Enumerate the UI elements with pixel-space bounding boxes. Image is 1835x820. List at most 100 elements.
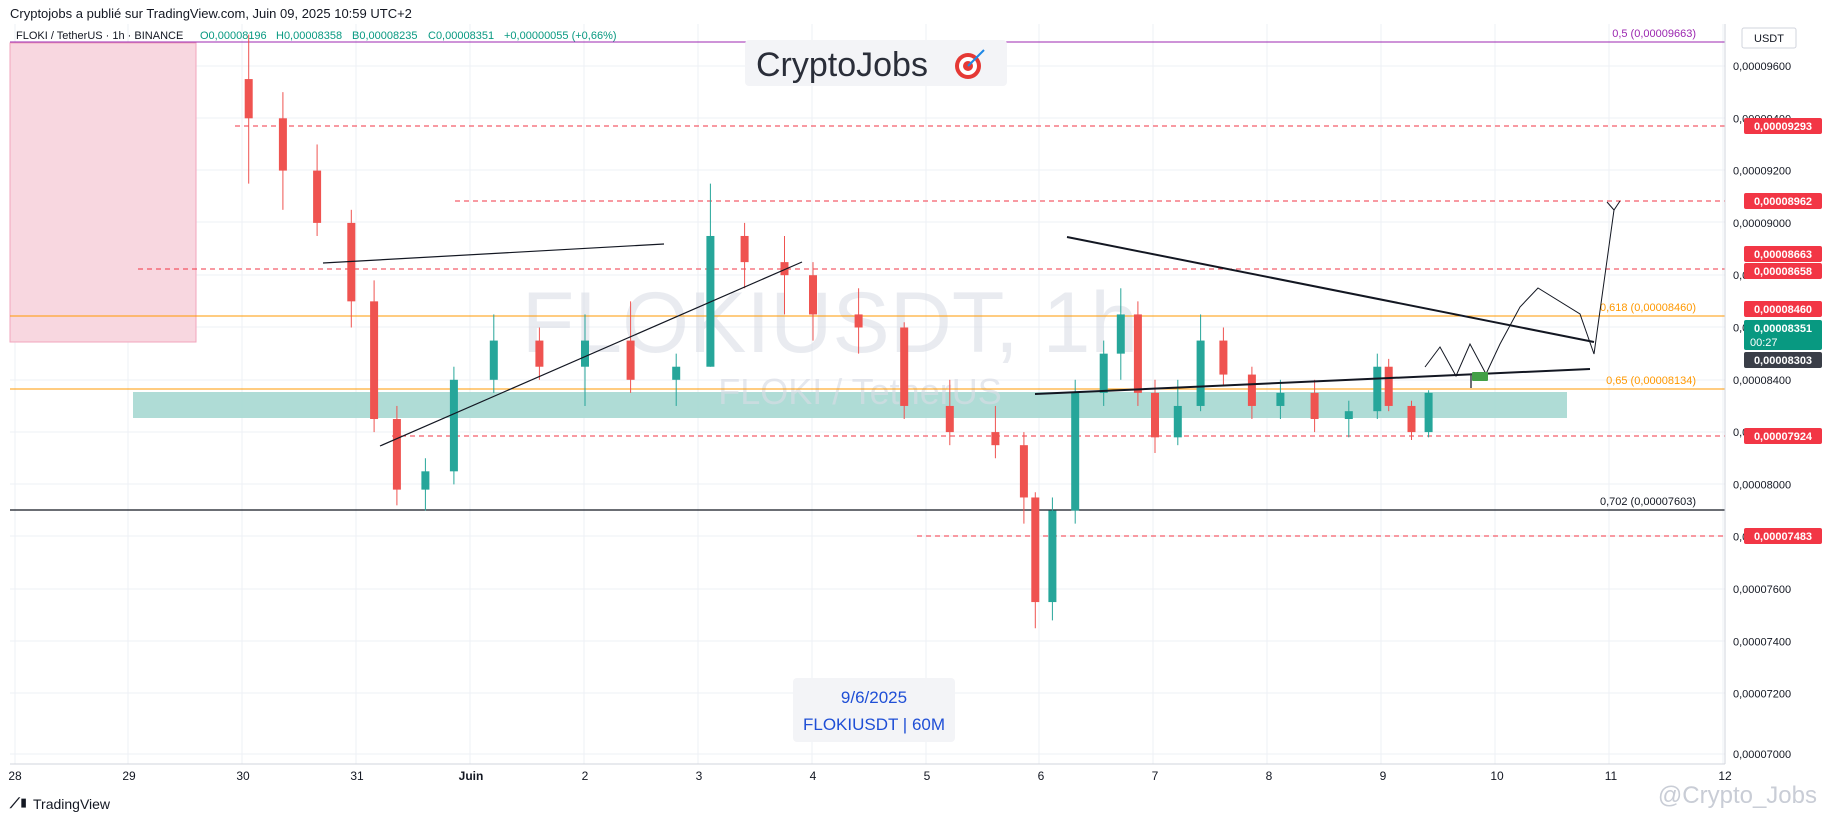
time-axis[interactable]: 28 29 30 31 Juin 2 3 4 5 6 7 8 9 10 11 12 bbox=[8, 769, 1732, 783]
candle[interactable] bbox=[809, 262, 817, 341]
candle[interactable] bbox=[370, 280, 379, 433]
legend-close: C0,00008351 bbox=[428, 30, 494, 42]
candle[interactable] bbox=[1407, 400, 1416, 440]
candle-body bbox=[1344, 411, 1353, 420]
candle[interactable] bbox=[626, 301, 635, 393]
tag-timer: 00:27 bbox=[1750, 337, 1778, 349]
candle[interactable] bbox=[854, 288, 863, 354]
candle[interactable] bbox=[1373, 353, 1382, 420]
candle-body bbox=[1031, 497, 1040, 603]
candle[interactable] bbox=[1031, 492, 1040, 629]
candle-body bbox=[900, 327, 909, 406]
candle[interactable] bbox=[278, 92, 287, 210]
flag-marker[interactable] bbox=[1470, 372, 1488, 388]
time-tick-label: 28 bbox=[8, 769, 22, 783]
candle[interactable] bbox=[392, 405, 401, 506]
target-icon bbox=[955, 49, 985, 79]
candle[interactable] bbox=[1424, 390, 1433, 438]
candle-body bbox=[421, 471, 430, 490]
candle-body bbox=[1133, 314, 1142, 393]
watermark-symbol: FLOKIUSDT, 1h bbox=[522, 275, 1139, 371]
candle[interactable] bbox=[945, 379, 954, 446]
brand-name: CryptoJobs bbox=[756, 46, 928, 84]
tag-7483: 0,00007483 bbox=[1754, 531, 1812, 543]
candle-body bbox=[1019, 445, 1028, 498]
currency-badge[interactable] bbox=[1741, 27, 1797, 49]
time-tick-label: 3 bbox=[696, 769, 703, 783]
brand-logo: CryptoJobs bbox=[745, 40, 1007, 86]
candle-body bbox=[392, 419, 401, 490]
fib-0.618-label: 0,618 (0,00008460) bbox=[1600, 302, 1696, 314]
tag-8658: 0,00008658 bbox=[1754, 266, 1812, 278]
annotation-pair: FLOKIUSDT | 60M bbox=[803, 715, 945, 734]
candle[interactable] bbox=[421, 458, 430, 511]
candle[interactable] bbox=[1276, 379, 1285, 420]
candle[interactable] bbox=[313, 144, 322, 236]
supply-zone[interactable] bbox=[9, 42, 197, 343]
candle[interactable] bbox=[1048, 497, 1057, 621]
tradingview-label: TradingView bbox=[33, 795, 111, 812]
price-tick-label: 0,00007200 bbox=[1733, 689, 1791, 701]
projection-path[interactable] bbox=[1424, 209, 1615, 378]
candle-body bbox=[740, 235, 749, 263]
candle[interactable] bbox=[780, 235, 789, 315]
candle-body bbox=[313, 170, 322, 223]
candle-body bbox=[581, 340, 589, 367]
candle[interactable] bbox=[535, 327, 544, 380]
price-axis[interactable]: 0,000096000,000094000,000092000,00009000… bbox=[1733, 61, 1791, 761]
candle[interactable] bbox=[1196, 314, 1205, 412]
tradingview-logo[interactable]: ⟋▮ TradingView bbox=[10, 795, 110, 812]
candle[interactable] bbox=[1099, 340, 1108, 406]
candle-body bbox=[1384, 366, 1393, 406]
price-tick-label: 0,00008400 bbox=[1733, 375, 1791, 387]
candle[interactable] bbox=[489, 314, 498, 393]
candle[interactable] bbox=[347, 209, 356, 328]
candle[interactable] bbox=[1116, 288, 1125, 380]
candle[interactable] bbox=[740, 222, 749, 289]
candle[interactable] bbox=[991, 405, 1000, 459]
candle[interactable] bbox=[1247, 366, 1256, 420]
candle[interactable] bbox=[1151, 379, 1159, 454]
legend-symbol: FLOKI / TetherUS · 1h · BINANCE bbox=[16, 30, 183, 42]
wedge-upper-line[interactable] bbox=[322, 243, 665, 264]
wedge-lower-line[interactable] bbox=[379, 261, 803, 447]
candle[interactable] bbox=[1384, 358, 1393, 412]
fib-0.702-label: 0,702 (0,00007603) bbox=[1600, 496, 1696, 508]
candle[interactable] bbox=[449, 366, 458, 485]
candle-body bbox=[1247, 374, 1256, 406]
time-tick-label: 2 bbox=[582, 769, 589, 783]
candle-body bbox=[1116, 314, 1125, 354]
candle[interactable] bbox=[1019, 432, 1028, 524]
currency-label: USDT bbox=[1754, 33, 1784, 45]
price-tick-label: 0,00007400 bbox=[1733, 636, 1791, 648]
candle[interactable] bbox=[244, 34, 253, 184]
triangle-lower-line[interactable] bbox=[1034, 368, 1591, 395]
price-tick-label: 0,00007600 bbox=[1733, 584, 1791, 596]
candle[interactable] bbox=[1310, 379, 1319, 433]
candle-body bbox=[347, 222, 356, 302]
candle-body bbox=[1424, 392, 1433, 433]
candle[interactable] bbox=[1219, 327, 1228, 386]
time-tick-label: 29 bbox=[122, 769, 136, 783]
legend[interactable]: FLOKI / TetherUS · 1h · BINANCE O0,00008… bbox=[16, 30, 617, 42]
trend-lines[interactable] bbox=[322, 200, 1621, 447]
candle[interactable] bbox=[672, 353, 681, 406]
tag-7924: 0,00007924 bbox=[1754, 431, 1813, 443]
candle-body bbox=[1196, 340, 1205, 406]
time-tick-label: 10 bbox=[1490, 769, 1504, 783]
candle[interactable] bbox=[1071, 379, 1080, 524]
candle-body bbox=[1310, 392, 1319, 420]
candle-body bbox=[1173, 405, 1182, 438]
candle[interactable] bbox=[900, 322, 909, 420]
price-chart[interactable]: FLOKIUSDT, 1h FLOKI / TetherUS 0,5 (0,00… bbox=[0, 24, 1835, 794]
candle-body bbox=[780, 262, 789, 276]
legend-low: B0,00008235 bbox=[352, 30, 417, 42]
candle[interactable] bbox=[1344, 400, 1353, 438]
annotation-date: 9/6/2025 bbox=[841, 688, 907, 707]
candle[interactable] bbox=[1173, 379, 1182, 446]
watermark-pair: FLOKI / TetherUS bbox=[718, 371, 1001, 412]
candle-body bbox=[449, 379, 458, 472]
candle[interactable] bbox=[581, 314, 589, 406]
triangle-upper-line[interactable] bbox=[1066, 236, 1595, 343]
time-tick-label: 8 bbox=[1266, 769, 1273, 783]
